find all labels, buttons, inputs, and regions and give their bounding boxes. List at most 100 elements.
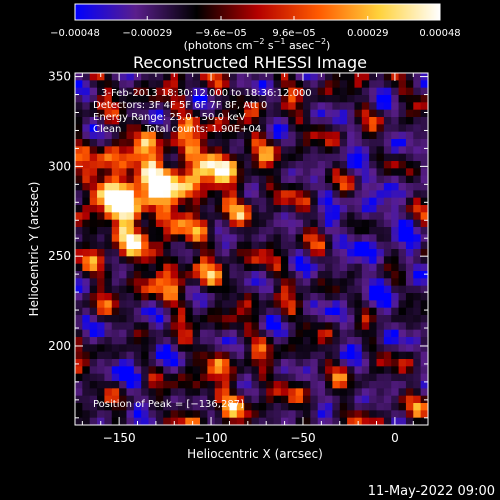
heatmap-cell bbox=[405, 307, 414, 316]
heatmap-cell bbox=[302, 139, 311, 147]
heatmap-cell bbox=[302, 373, 311, 382]
heatmap-cell bbox=[288, 139, 297, 147]
heatmap-cell bbox=[258, 102, 267, 111]
heatmap-cell bbox=[302, 337, 311, 345]
heatmap-cell bbox=[347, 417, 356, 425]
heatmap-cell bbox=[383, 381, 392, 389]
heatmap-cell bbox=[185, 183, 194, 191]
heatmap-cell bbox=[354, 80, 363, 89]
heatmap-cell bbox=[229, 256, 238, 265]
heatmap-cell bbox=[200, 395, 208, 404]
heatmap-cell bbox=[376, 293, 385, 301]
heatmap-cell bbox=[192, 197, 201, 206]
heatmap-cell bbox=[119, 271, 128, 279]
heatmap-cell bbox=[229, 300, 238, 309]
heatmap-cell bbox=[155, 197, 164, 206]
heatmap-cell bbox=[170, 153, 179, 162]
heatmap-cell bbox=[405, 234, 414, 243]
heatmap-cell bbox=[361, 329, 370, 338]
heatmap-cell bbox=[97, 234, 106, 243]
heatmap-cell bbox=[133, 109, 142, 118]
heatmap-cell bbox=[266, 417, 275, 425]
heatmap-cell bbox=[133, 322, 142, 331]
heatmap-cell bbox=[420, 329, 428, 338]
heatmap-cell bbox=[148, 87, 157, 96]
heatmap-cell bbox=[420, 80, 428, 89]
heatmap-cell bbox=[302, 73, 311, 81]
heatmap-cell bbox=[325, 190, 333, 199]
heatmap-cell bbox=[192, 300, 201, 309]
heatmap-cell bbox=[236, 285, 245, 294]
heatmap-cell bbox=[383, 278, 392, 287]
heatmap-cell bbox=[302, 146, 311, 155]
heatmap-cell bbox=[361, 373, 370, 382]
heatmap-cell bbox=[258, 124, 267, 133]
heatmap-cell bbox=[244, 80, 253, 89]
heatmap-cell bbox=[310, 87, 319, 96]
heatmap-cell bbox=[177, 344, 186, 353]
heatmap-cell bbox=[361, 80, 370, 89]
heatmap-cell bbox=[244, 109, 253, 118]
heatmap-cell bbox=[317, 366, 326, 375]
heatmap-cell bbox=[200, 241, 208, 250]
heatmap-cell bbox=[111, 263, 120, 272]
heatmap-cell bbox=[89, 337, 98, 345]
heatmap-cell bbox=[229, 153, 238, 162]
heatmap-cell bbox=[266, 102, 275, 111]
heatmap-cell bbox=[369, 315, 378, 323]
heatmap-cell bbox=[222, 395, 231, 404]
heatmap-cell bbox=[170, 249, 179, 257]
heatmap-cell bbox=[244, 403, 253, 411]
heatmap-cell bbox=[302, 293, 311, 301]
heatmap-cell bbox=[376, 212, 385, 221]
heatmap-cell bbox=[200, 161, 208, 169]
heatmap-cell bbox=[383, 417, 392, 425]
y-tick-label: 200 bbox=[48, 339, 71, 353]
heatmap-cell bbox=[192, 190, 201, 199]
heatmap-cell bbox=[295, 205, 304, 213]
heatmap-cell bbox=[325, 102, 333, 111]
heatmap-cell bbox=[354, 256, 363, 265]
heatmap-cell bbox=[148, 124, 157, 133]
heatmap-cell bbox=[97, 263, 106, 272]
heatmap-cell bbox=[222, 183, 231, 191]
heatmap-cell bbox=[258, 249, 267, 257]
heatmap-cell bbox=[325, 249, 333, 257]
heatmap-cell bbox=[148, 153, 157, 162]
heatmap-cell bbox=[369, 153, 378, 162]
heatmap-cell bbox=[361, 417, 370, 425]
heatmap-cell bbox=[383, 366, 392, 375]
heatmap-cell bbox=[119, 124, 128, 133]
heatmap-cell bbox=[222, 117, 231, 125]
heatmap-cell bbox=[251, 249, 260, 257]
heatmap-cell bbox=[222, 87, 231, 96]
heatmap-cell bbox=[244, 300, 253, 309]
heatmap-cell bbox=[214, 124, 223, 133]
heatmap-cell bbox=[339, 249, 348, 257]
heatmap-cell bbox=[295, 109, 304, 118]
heatmap-cell bbox=[413, 373, 422, 382]
heatmap-cell bbox=[325, 205, 333, 213]
heatmap-cell bbox=[177, 278, 186, 287]
heatmap-cell bbox=[185, 109, 194, 118]
heatmap-cell bbox=[383, 80, 392, 89]
heatmap-cell bbox=[325, 175, 333, 184]
heatmap-cell bbox=[155, 234, 164, 243]
heatmap-cell bbox=[229, 183, 238, 191]
heatmap-cell bbox=[325, 395, 333, 404]
heatmap-cell bbox=[383, 109, 392, 118]
heatmap-cell bbox=[119, 344, 128, 353]
heatmap-cell bbox=[119, 190, 128, 199]
heatmap-cell bbox=[302, 307, 311, 316]
heatmap-cell bbox=[192, 131, 201, 140]
heatmap-cell bbox=[126, 117, 135, 125]
plot-frame bbox=[74, 72, 429, 426]
heatmap-cell bbox=[339, 241, 348, 250]
heatmap-cell bbox=[413, 329, 422, 338]
heatmap-cell bbox=[266, 219, 275, 228]
heatmap-cell bbox=[420, 153, 428, 162]
heatmap-cell bbox=[266, 366, 275, 375]
heatmap-cell bbox=[148, 263, 157, 272]
heatmap-cell bbox=[148, 175, 157, 184]
heatmap-cell bbox=[236, 300, 245, 309]
